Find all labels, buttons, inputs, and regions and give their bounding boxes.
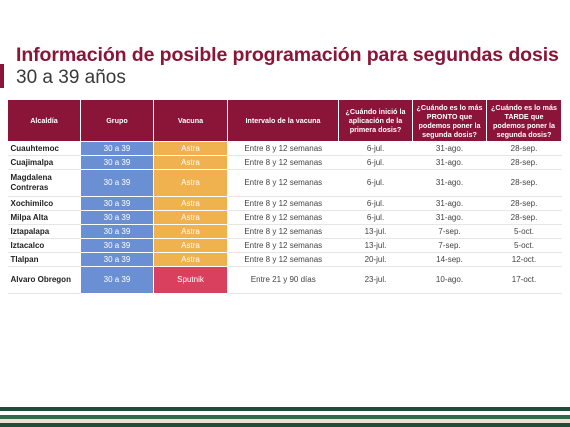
cell-pronto: 31-ago. (412, 196, 487, 211)
cell-intervalo: Entre 8 y 12 semanas (227, 210, 339, 225)
cell-vacuna: Astra (153, 196, 228, 211)
cell-pronto: 31-ago. (412, 141, 487, 156)
table-row: Iztacalco 30 a 39 Astra Entre 8 y 12 semana… (7, 238, 562, 253)
cell-grupo: 30 a 39 (80, 238, 154, 253)
table-header-row: Alcaldía Grupo Vacuna Intervalo de la va… (7, 99, 562, 142)
cell-pronto: 14-sep. (412, 252, 487, 267)
cell-intervalo: Entre 8 y 12 semanas (227, 155, 339, 170)
cell-vacuna: Astra (153, 210, 228, 225)
cell-intervalo: Entre 8 y 12 semanas (227, 238, 339, 253)
cell-grupo: 30 a 39 (80, 210, 154, 225)
cell-alcaldia: Cuauhtemoc (7, 141, 81, 156)
cell-pronto: 31-ago. (412, 210, 487, 225)
cell-tarde: 12-oct. (486, 252, 562, 267)
cell-inicio: 6-jul. (338, 196, 413, 211)
cell-grupo: 30 a 39 (80, 224, 154, 239)
cell-pronto: 31-ago. (412, 169, 487, 197)
cell-inicio: 6-jul. (338, 141, 413, 156)
cell-tarde: 28-sep. (486, 155, 562, 170)
cell-grupo: 30 a 39 (80, 141, 154, 156)
cell-inicio: 23-jul. (338, 266, 413, 294)
cell-vacuna: Astra (153, 252, 228, 267)
cell-inicio: 6-jul. (338, 155, 413, 170)
table-row: Cuajimalpa 30 a 39 Astra Entre 8 y 12 seman… (7, 155, 562, 170)
title-accent-bar (0, 64, 4, 88)
table-row: Alvaro Obregon 30 a 39 Sputnik Entre 21 y 9… (7, 266, 562, 294)
cell-tarde: 5-oct. (486, 224, 562, 239)
cell-alcaldia: Cuajimalpa (7, 155, 81, 170)
cell-inicio: 6-jul. (338, 210, 413, 225)
cell-alcaldia: Iztapalapa (7, 224, 81, 239)
cell-vacuna: Astra (153, 155, 228, 170)
cell-intervalo: Entre 8 y 12 semanas (227, 169, 339, 197)
cell-inicio: 13-jul. (338, 224, 413, 239)
cell-tarde: 28-sep. (486, 141, 562, 156)
table-row: Iztapalapa 30 a 39 Astra Entre 8 y 12 seman… (7, 224, 562, 239)
cell-intervalo: Entre 8 y 12 semanas (227, 224, 339, 239)
cell-vacuna: Astra (153, 169, 228, 197)
table-row: Magdalena Contreras 30 a 39 Astra Entre 8 y… (7, 169, 562, 197)
cell-vacuna: Astra (153, 238, 228, 253)
table-row: Xochimilco 30 a 39 Astra Entre 8 y 12 seman… (7, 196, 562, 211)
cell-vacuna: Sputnik (153, 266, 228, 294)
cell-intervalo: Entre 8 y 12 semanas (227, 196, 339, 211)
page-subtitle: 30 a 39 años (16, 67, 126, 88)
cell-tarde: 17-oct. (486, 266, 562, 294)
cell-alcaldia: Magdalena Contreras (7, 169, 81, 197)
cell-intervalo: Entre 21 y 90 días (227, 266, 339, 294)
cell-grupo: 30 a 39 (80, 252, 154, 267)
header-pronto: ¿Cuándo es lo más PRONTO que podemos pon… (412, 99, 487, 142)
table-row: Cuauhtemoc 30 a 39 Astra Entre 8 y 12 seman… (7, 141, 562, 156)
cell-grupo: 30 a 39 (80, 169, 154, 197)
cell-grupo: 30 a 39 (80, 196, 154, 211)
cell-vacuna: Astra (153, 141, 228, 156)
cell-alcaldia: Iztacalco (7, 238, 81, 253)
cell-alcaldia: Tlalpan (7, 252, 81, 267)
cell-intervalo: Entre 8 y 12 semanas (227, 141, 339, 156)
cell-pronto: 7-sep. (412, 238, 487, 253)
header-intervalo: Intervalo de la vacuna (227, 99, 339, 142)
header-inicio: ¿Cuándo inició la aplicación de la prime… (338, 99, 413, 142)
table-row: Milpa Alta 30 a 39 Astra Entre 8 y 12 seman… (7, 210, 562, 225)
cell-grupo: 30 a 39 (80, 155, 154, 170)
cell-alcaldia: Alvaro Obregon (7, 266, 81, 294)
cell-inicio: 6-jul. (338, 169, 413, 197)
cell-pronto: 7-sep. (412, 224, 487, 239)
header-tarde: ¿Cuándo es lo más TARDE que podemos pone… (486, 99, 562, 142)
cell-tarde: 5-oct. (486, 238, 562, 253)
cell-tarde: 28-sep. (486, 196, 562, 211)
cell-pronto: 10-ago. (412, 266, 487, 294)
cell-grupo: 30 a 39 (80, 266, 154, 294)
cell-vacuna: Astra (153, 224, 228, 239)
cell-tarde: 28-sep. (486, 210, 562, 225)
header-vacuna: Vacuna (153, 99, 228, 142)
schedule-table: Alcaldía Grupo Vacuna Intervalo de la va… (7, 99, 562, 294)
cell-inicio: 13-jul. (338, 238, 413, 253)
footer-stripes (0, 407, 570, 427)
table-body: Cuauhtemoc 30 a 39 Astra Entre 8 y 12 seman… (7, 141, 562, 294)
cell-alcaldia: Milpa Alta (7, 210, 81, 225)
cell-pronto: 31-ago. (412, 155, 487, 170)
header-grupo: Grupo (80, 99, 154, 142)
page-title: Información de posible programación para… (16, 44, 559, 66)
cell-alcaldia: Xochimilco (7, 196, 81, 211)
header-alcaldia: Alcaldía (7, 99, 81, 142)
cell-intervalo: Entre 8 y 12 semanas (227, 252, 339, 267)
table-row: Tlalpan 30 a 39 Astra Entre 8 y 12 semanas 2… (7, 252, 562, 267)
cell-tarde: 28-sep. (486, 169, 562, 197)
cell-inicio: 20-jul. (338, 252, 413, 267)
